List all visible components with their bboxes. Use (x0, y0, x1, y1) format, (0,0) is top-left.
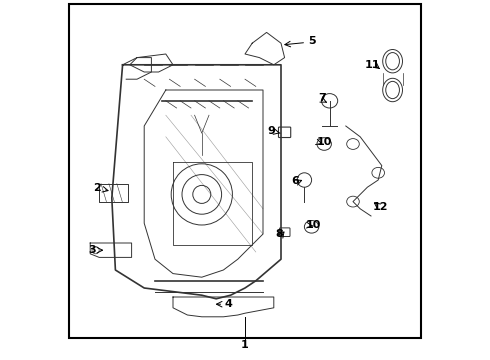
Text: 11: 11 (365, 60, 381, 70)
Text: 10: 10 (316, 137, 332, 147)
Text: 1: 1 (241, 340, 249, 350)
Text: 12: 12 (372, 202, 388, 212)
Text: 10: 10 (305, 220, 321, 230)
Text: 3: 3 (88, 245, 96, 255)
FancyBboxPatch shape (69, 4, 421, 338)
Text: 5: 5 (308, 36, 316, 46)
Text: 7: 7 (318, 93, 326, 103)
FancyBboxPatch shape (278, 127, 291, 138)
Text: 6: 6 (292, 176, 299, 186)
FancyBboxPatch shape (280, 228, 290, 237)
Text: 9: 9 (268, 126, 275, 136)
Text: 2: 2 (94, 183, 101, 193)
Text: 8: 8 (275, 229, 283, 239)
Text: 4: 4 (225, 299, 233, 309)
